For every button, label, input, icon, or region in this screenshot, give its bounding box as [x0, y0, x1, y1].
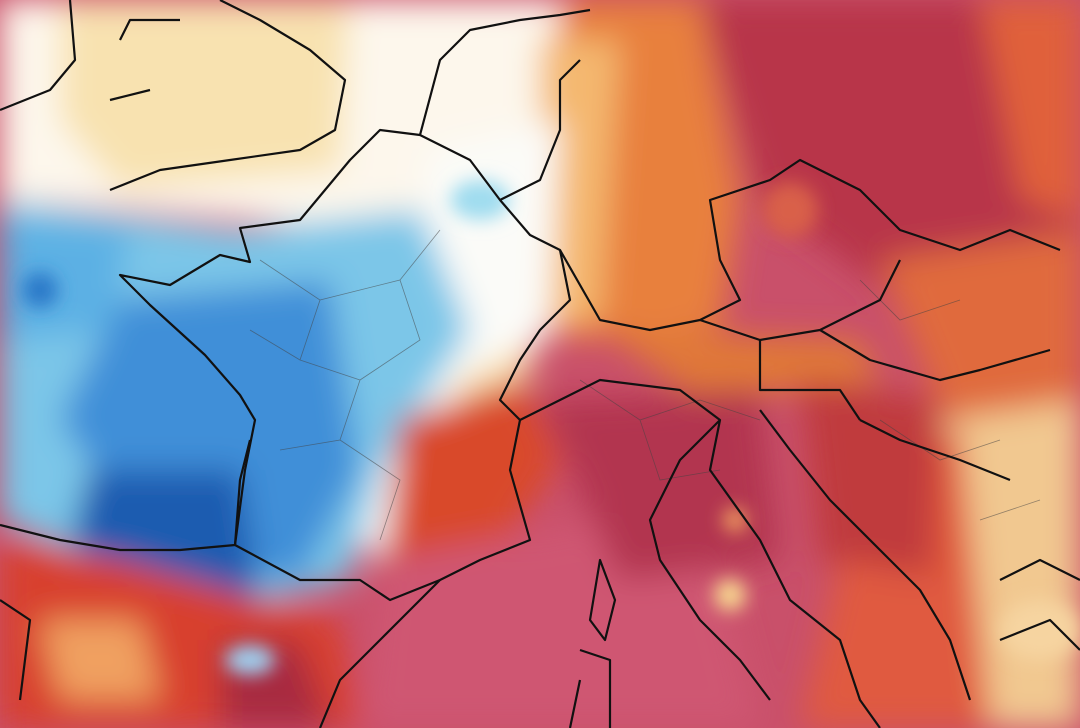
- field-detail: [714, 579, 746, 611]
- islands-outline: [568, 558, 617, 728]
- internal-boundaries: [249, 229, 1041, 541]
- field-ne-orange: [980, 0, 1080, 220]
- italy-outline: [519, 378, 881, 728]
- field-detail: [1000, 600, 1080, 660]
- field-uk: [60, 0, 350, 190]
- field-spain-light: [40, 620, 160, 700]
- central-borders: [559, 158, 1061, 332]
- field-detail: [723, 508, 747, 532]
- field-detail: [22, 272, 58, 308]
- southeast-borders: [999, 558, 1080, 651]
- balkan-borders: [759, 409, 1011, 701]
- field-croatia: [800, 380, 940, 600]
- france-coast: [233, 439, 252, 546]
- ireland-outline: [0, 0, 77, 112]
- field-alps-red: [380, 380, 560, 600]
- alps-borders: [699, 259, 1051, 421]
- field-detail: [762, 182, 818, 238]
- field-details: [22, 180, 1080, 675]
- benelux-outline: [418, 8, 591, 201]
- field-detail: [225, 645, 275, 675]
- field-hungary: [880, 230, 1080, 430]
- field-detail: [450, 180, 510, 220]
- field-atlantic: [0, 220, 130, 340]
- field-italy-north: [540, 390, 780, 580]
- field-adriatic-south: [800, 560, 960, 728]
- france-outline: [118, 128, 572, 602]
- uk-outline: [109, 0, 347, 192]
- spain-outline: [0, 523, 441, 728]
